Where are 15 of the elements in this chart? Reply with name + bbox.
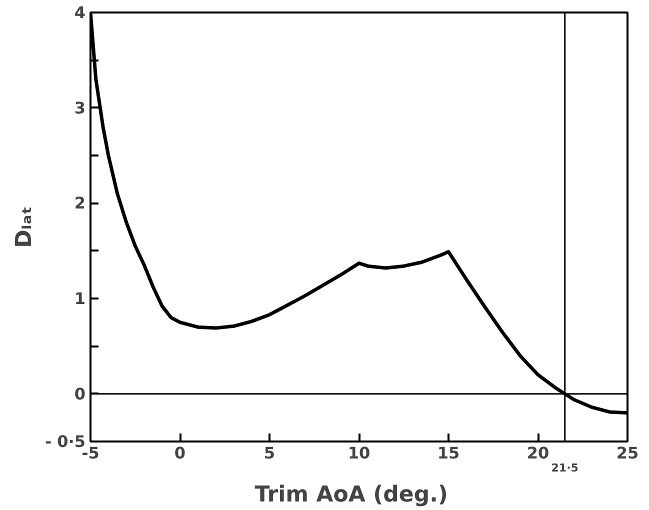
x-tick-label: 15 <box>437 444 460 462</box>
y-tick-label: 1 <box>74 289 86 308</box>
y-tick-label: 0 <box>74 384 86 404</box>
y-axis-title: Dₗₐₜ <box>12 206 37 248</box>
ref-line-label: 21·5 <box>551 462 578 474</box>
x-tick-label: 20 <box>526 444 550 462</box>
y-tick-label: 3 <box>74 98 86 118</box>
y-tick-label: 2 <box>74 194 86 213</box>
y-tick-label: - 0·5 <box>44 432 86 451</box>
x-tick-label: 25 <box>616 444 639 462</box>
y-tick-label: 4 <box>74 3 86 22</box>
x-tick-label: 5 <box>264 444 276 462</box>
x-tick-label: 10 <box>348 444 370 462</box>
x-tick-label: 0 <box>174 444 186 462</box>
x-axis-title: Trim AoA (deg.) <box>254 482 448 508</box>
